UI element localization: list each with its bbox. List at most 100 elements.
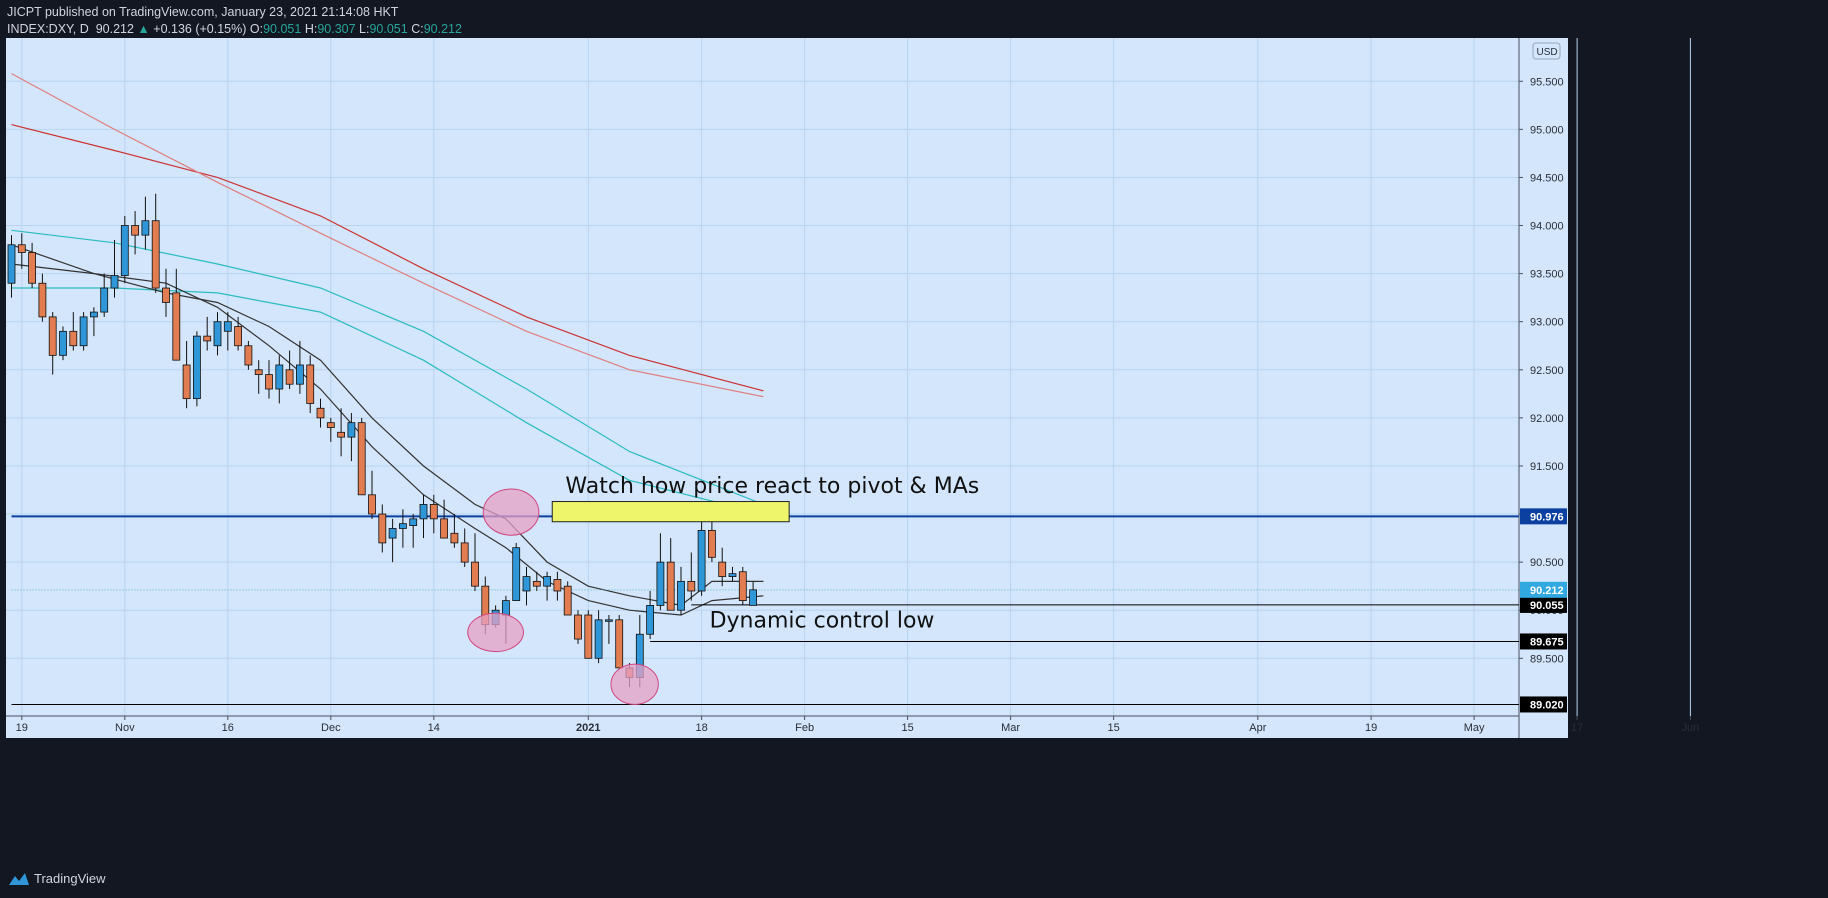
candle [532,571,541,591]
candle [646,590,654,640]
price-tick-label: 92.500 [1530,365,1564,377]
candle-body [110,275,119,289]
highlight-circle [467,612,524,653]
price-tick-label: 92.000 [1530,413,1564,425]
candle-body [28,252,37,284]
candle [543,571,551,601]
candle-body [141,220,150,236]
candle-body [543,576,551,587]
candle [59,326,67,361]
chart-annotation: Watch how price react to pivot & MAs [565,474,979,499]
time-tick-label: 19 [16,722,28,734]
candle [347,413,356,462]
moving-average-line [11,73,764,398]
candle-body [718,561,727,577]
price-tick-label: 95.000 [1530,124,1564,136]
candle [440,499,449,539]
time-tick-label: 15 [901,722,913,734]
time-axis-ticks: 19 Nov 16 Dec 14 2021 18 Feb 15 Mar 15 Apr 19 May 17 Ju… [16,716,1699,734]
candle-body [120,225,129,276]
time-tick-label: 18 [695,722,707,734]
candle [244,340,253,370]
candle-body [532,580,541,587]
price-change: +0.136 (+0.15%) [153,22,247,36]
candle-body [553,579,562,592]
candle [90,307,98,337]
candle [357,417,366,496]
candle-body [728,573,737,577]
candle-body [265,374,273,390]
candle [234,316,243,351]
candle-body [687,580,696,592]
candle [378,504,387,553]
candle-body [192,335,201,400]
candle-body [419,504,428,520]
candle [285,350,294,390]
candle-body [594,619,603,659]
candle-body [172,292,181,361]
currency-badge-box [1532,42,1561,60]
time-tick-label: 16 [222,722,234,734]
candle-body [347,422,356,438]
candle [584,610,593,659]
candle [368,470,376,519]
candle [749,581,757,606]
candle-body [326,422,335,428]
candle [615,615,624,669]
price-tick-label: 95.500 [1530,76,1564,88]
price-tick-label: 94.500 [1530,172,1564,184]
candle-body [409,518,418,526]
candle [728,566,737,582]
candle-body [749,589,757,606]
currency-label: USD [1537,47,1558,58]
close-value: 90.212 [423,22,462,36]
candle [7,235,16,298]
candle-body [522,576,531,592]
candle-body [368,494,376,515]
candle-body [646,605,654,635]
tradingview-logo-icon[interactable] [8,871,30,887]
low-label: L: [359,22,370,36]
ohlc-info: INDEX:DXY, D 90.212 ▲ +0.136 (+0.15%) O:… [7,22,462,36]
candle-body [378,513,387,544]
candle [522,566,531,606]
candle-body [440,518,449,539]
candle [17,233,26,269]
price-tick-label: 91.500 [1530,461,1564,473]
candle [687,552,696,601]
moving-average-line [11,263,764,607]
candle-body [337,431,346,438]
candle-body [223,321,232,332]
candle [388,518,397,563]
candle-body [656,561,665,606]
price-label-text: 90.055 [1530,600,1564,612]
close-label: C: [411,22,424,36]
candle [110,239,119,298]
candle [677,566,685,616]
candle-body [7,244,16,284]
candle [326,417,335,442]
candle-body [584,614,593,659]
candle-body [563,585,572,616]
open-value: 90.051 [263,22,302,36]
candle [666,538,675,611]
price-label-box [1520,508,1567,525]
moving-average-line [11,124,764,392]
candle [512,542,521,601]
time-tick-label: 2021 [576,722,600,734]
candle [605,615,613,644]
candle-body [306,364,315,404]
candle [574,610,582,644]
open-label: O: [249,22,264,36]
tradingview-brand[interactable]: TradingView [34,871,106,886]
time-tick-label: Feb [795,722,814,734]
time-tick-label: Nov [115,722,135,734]
candle-body [69,330,78,347]
candle [275,355,284,404]
candles [7,193,757,688]
candle [738,566,747,606]
candle-body [316,407,325,419]
candle-body [254,369,263,375]
grid-lines [6,38,1691,716]
